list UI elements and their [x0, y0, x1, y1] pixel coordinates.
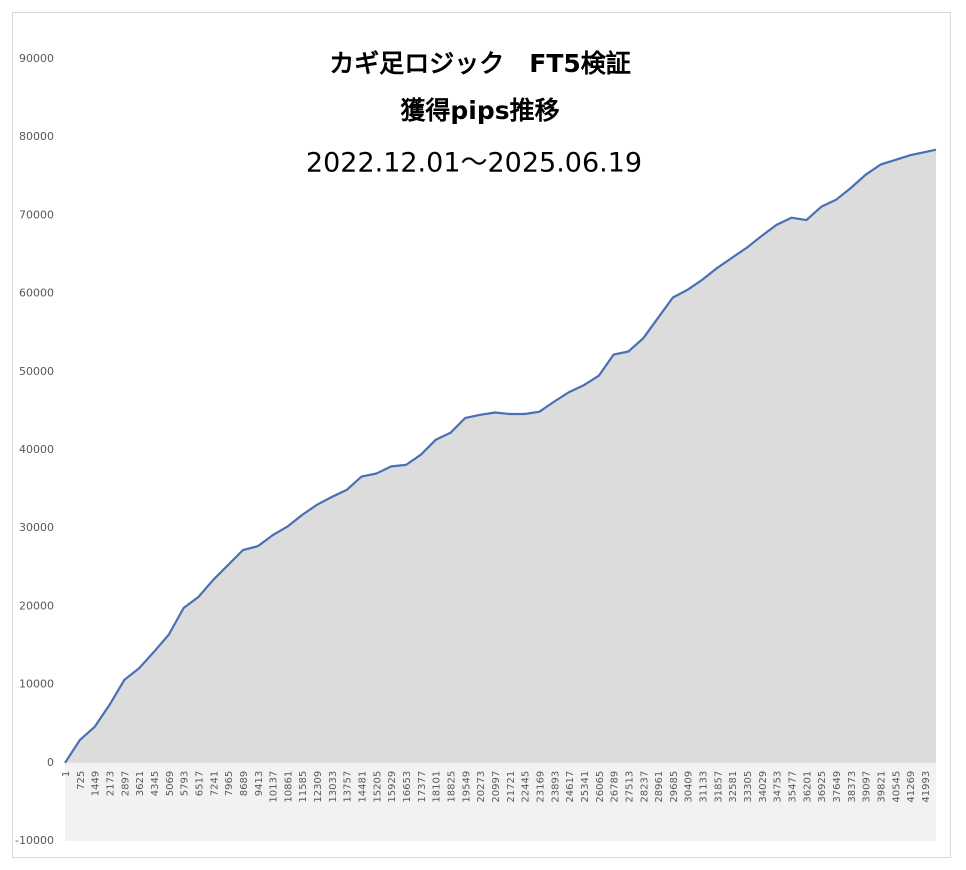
- y-tick-label: 90000: [19, 52, 54, 65]
- x-tick-label: 9413: [254, 771, 265, 796]
- series-line: [64, 148, 937, 764]
- x-tick-label: 7241: [209, 771, 220, 796]
- x-tick-label: 7965: [224, 771, 235, 796]
- x-tick-label: 4345: [150, 771, 161, 796]
- x-tick-label: 17377: [417, 771, 428, 803]
- x-tick-label: 36925: [817, 771, 828, 803]
- chart-period: 2022.12.01～2025.06.19: [306, 148, 642, 179]
- y-tick-label: 0: [47, 756, 54, 769]
- chart-subtitle: 獲得pips推移: [400, 96, 559, 125]
- x-tick-label: 21721: [506, 771, 517, 803]
- x-tick-label: 16653: [402, 771, 413, 803]
- x-tick-label: 10861: [283, 771, 294, 803]
- x-tick-label: 20273: [476, 771, 487, 803]
- x-tick-label: 6517: [194, 771, 205, 796]
- x-tick-label: 28237: [639, 771, 650, 803]
- plot-area: [64, 148, 937, 841]
- x-tick-label: 26789: [610, 771, 621, 803]
- x-tick-label: 30409: [684, 771, 695, 803]
- x-tick-label: 13033: [328, 771, 339, 803]
- y-tick-label: 40000: [19, 443, 54, 456]
- y-tick-label: 70000: [19, 208, 54, 221]
- x-tick-label: 35477: [788, 771, 799, 803]
- x-tick-label: 39821: [877, 771, 888, 803]
- x-tick-label: 20997: [491, 771, 502, 803]
- y-tick-label: 50000: [19, 365, 54, 378]
- x-tick-label: 11585: [298, 771, 309, 803]
- x-tick-label: 34029: [758, 771, 769, 803]
- x-tick-label: 31857: [713, 771, 724, 803]
- x-tick-label: 5793: [180, 771, 191, 796]
- x-tick-label: 8689: [239, 771, 250, 796]
- area-fill: [65, 149, 936, 763]
- y-tick-label: 60000: [19, 287, 54, 300]
- x-tick-label: 29685: [669, 771, 680, 803]
- y-tick-label: -10000: [15, 834, 54, 847]
- x-tick-label: 2897: [120, 771, 131, 796]
- x-tick-label: 41993: [921, 771, 932, 803]
- y-tick-label: 20000: [19, 599, 54, 612]
- x-tick-label: 3621: [135, 771, 146, 796]
- x-tick-label: 32581: [728, 771, 739, 803]
- x-tick-label: 18825: [447, 771, 458, 803]
- x-tick-label: 23169: [535, 771, 546, 803]
- x-tick-label: 2173: [105, 771, 116, 796]
- x-tick-label: 24617: [565, 771, 576, 803]
- x-tick-label: 31133: [699, 771, 710, 803]
- x-tick-label: 41269: [906, 771, 917, 803]
- x-tick-label: 15205: [372, 771, 383, 803]
- x-tick-label: 5069: [165, 771, 176, 796]
- x-tick-label: 26065: [595, 771, 606, 803]
- x-tick-label: 39097: [862, 771, 873, 803]
- x-tick-label: 14481: [358, 771, 369, 803]
- chart-title: カギ足ロジック FT5検証: [329, 49, 631, 78]
- x-tick-label: 1: [61, 771, 72, 777]
- x-tick-label: 725: [76, 771, 87, 790]
- x-tick-label: 23893: [550, 771, 561, 803]
- x-tick-label: 25341: [580, 771, 591, 803]
- x-tick-label: 19549: [461, 771, 472, 803]
- y-tick-label: 10000: [19, 678, 54, 691]
- y-tick-label: 80000: [19, 130, 54, 143]
- x-tick-label: 15929: [387, 771, 398, 803]
- x-tick-label: 38373: [847, 771, 858, 803]
- x-tick-label: 10137: [269, 771, 280, 803]
- x-tick-label: 34753: [773, 771, 784, 803]
- x-tick-label: 12309: [313, 771, 324, 803]
- x-tick-label: 28961: [654, 771, 665, 803]
- x-tick-label: 22445: [521, 771, 532, 803]
- x-tick-label: 40545: [891, 771, 902, 803]
- x-tick-label: 18101: [432, 771, 443, 803]
- x-tick-label: 13757: [343, 771, 354, 803]
- x-tick-label: 27513: [624, 771, 635, 803]
- x-tick-label: 1449: [91, 771, 102, 796]
- x-tick-label: 37649: [832, 771, 843, 803]
- x-tick-label: 36201: [802, 771, 813, 803]
- y-tick-label: 30000: [19, 521, 54, 534]
- axis-band: [65, 762, 936, 841]
- x-tick-label: 33305: [743, 771, 754, 803]
